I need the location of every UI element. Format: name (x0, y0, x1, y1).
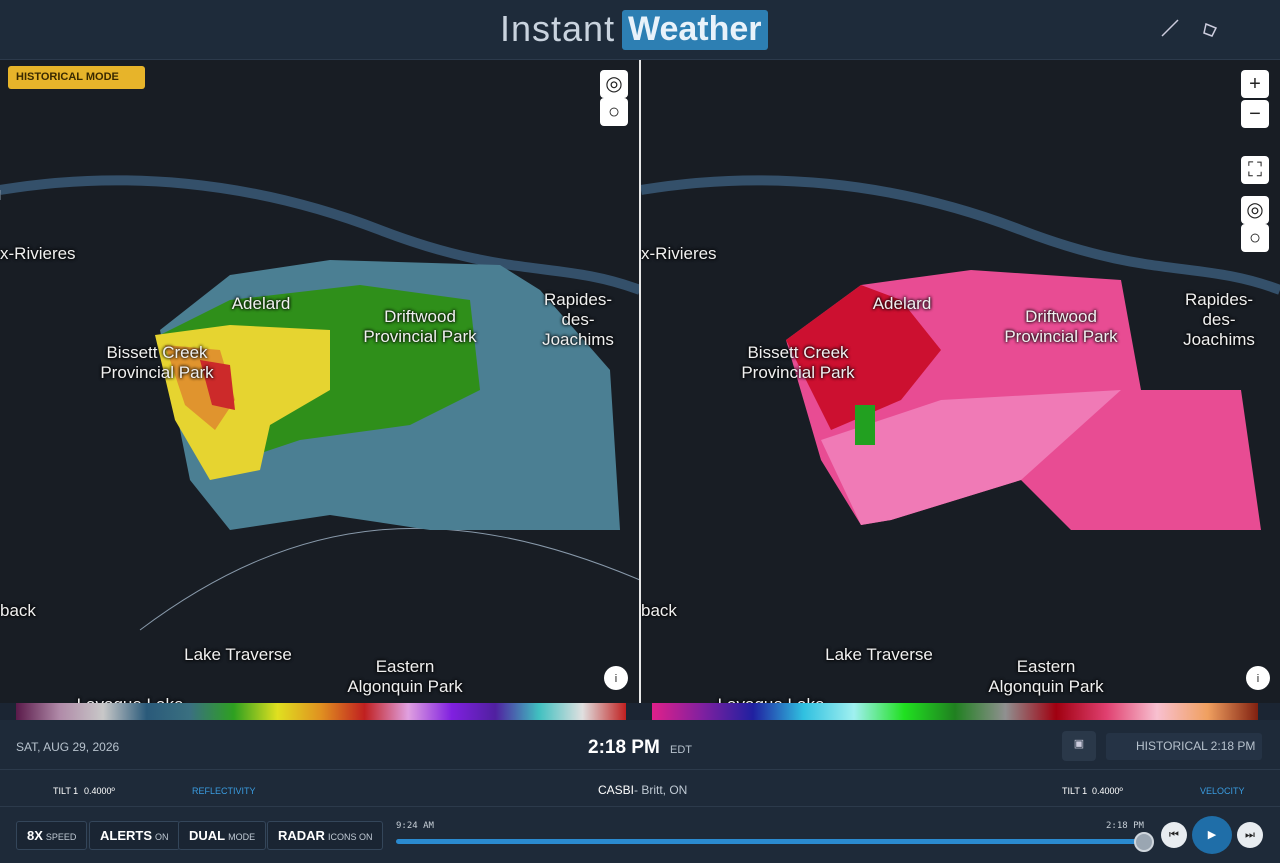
split-divider[interactable] (639, 60, 641, 703)
header: Instant Weather (0, 0, 1280, 60)
velocity-colorbar (652, 703, 1258, 720)
circle-button[interactable]: ○ (1241, 224, 1269, 252)
place-label: Bissett Creek Provincial Park (100, 343, 214, 382)
fullscreen-button[interactable]: ⛶ (1241, 156, 1269, 184)
radar-velocity (641, 175, 1280, 530)
status-panel: SAT, AUG 29, 2026 2:18 PM EDT ▣ HISTORIC… (0, 720, 1280, 863)
control-toggle[interactable]: 8X SPEED (16, 821, 88, 850)
place-label: x-Rivieres (641, 244, 717, 263)
control-sub: ON (155, 832, 169, 842)
place-label: Rapides-des- Joachims (1183, 290, 1255, 349)
time: 2:18 PM (588, 737, 660, 758)
historical-time[interactable]: HISTORICAL 2:18 PM (1106, 733, 1262, 760)
place-label: Lavaque Lake (718, 695, 825, 703)
info-button[interactable]: i (1246, 666, 1270, 690)
control-label: DUAL (189, 828, 226, 843)
station[interactable]: CASBI (598, 783, 635, 797)
timezone: EDT (670, 744, 692, 756)
place-label: Eastern Algonquin Park (988, 657, 1104, 696)
date: SAT, AUG 29, 2026 (16, 740, 120, 754)
map-left[interactable]: HISTORICAL MODE ◎ ○ i x-Rivieres Adelard D… (0, 60, 640, 703)
timeline-track[interactable] (396, 839, 1146, 844)
radar-reflectivity (0, 175, 640, 631)
control-sub: ICONS ON (327, 832, 373, 842)
play-button[interactable]: ▶ (1192, 816, 1232, 854)
place-label: Rapides-des- Joachims (542, 290, 614, 349)
tool-icons[interactable] (1158, 16, 1228, 40)
reflectivity-colorbar (16, 703, 626, 720)
control-sub: MODE (228, 832, 256, 842)
timeline-end: 2:18 PM (1106, 821, 1144, 831)
place-label: back (641, 601, 677, 620)
place-label: Lavaque Lake (77, 695, 184, 703)
right-angle[interactable]: 0.4000º (1092, 786, 1123, 796)
right-product[interactable]: VELOCITY (1200, 786, 1245, 796)
place-label: Lake Traverse (184, 645, 292, 664)
step-forward-button[interactable]: ⏭ (1237, 822, 1263, 848)
divider (0, 806, 1280, 807)
station-place[interactable]: - Britt, ON (634, 783, 688, 797)
left-tilt[interactable]: TILT 1 (53, 786, 79, 796)
control-toggle[interactable]: ALERTS ON (89, 821, 180, 850)
place-label: Bissett Creek Provincial Park (741, 343, 855, 382)
place-label: Adelard (231, 294, 291, 313)
place-label: x-Rivieres (0, 244, 76, 263)
historical-badge[interactable]: HISTORICAL MODE (8, 66, 145, 89)
control-label: 8X (27, 828, 43, 843)
record-button[interactable]: ▣ (1062, 731, 1096, 761)
divider (0, 769, 1280, 770)
zoom-in-button[interactable]: + (1241, 70, 1269, 98)
place-label: Eastern Algonquin Park (347, 657, 463, 696)
left-angle[interactable]: 0.4000º (84, 786, 115, 796)
brand-right: Weather (622, 10, 768, 50)
control-toggle[interactable]: DUAL MODE (178, 821, 267, 850)
timeline-handle[interactable] (1134, 832, 1154, 852)
control-sub: SPEED (45, 832, 77, 842)
place-label: back (0, 601, 36, 620)
place-label: Adelard (872, 294, 932, 313)
control-label: RADAR (278, 828, 325, 843)
right-tilt[interactable]: TILT 1 (1062, 786, 1088, 796)
control-toggle[interactable]: RADAR ICONS ON (267, 821, 384, 850)
locate-button[interactable]: ◎ (600, 70, 628, 98)
place-label: Lake Traverse (825, 645, 933, 664)
info-button[interactable]: i (604, 666, 628, 690)
locate-button[interactable]: ◎ (1241, 196, 1269, 224)
timeline-start: 9:24 AM (396, 821, 434, 831)
place-label: Driftwood Provincial Park (363, 307, 477, 346)
circle-button[interactable]: ○ (600, 98, 628, 126)
step-back-button[interactable]: ⏮ (1161, 822, 1187, 848)
left-product[interactable]: REFLECTIVITY (192, 786, 256, 796)
zoom-out-button[interactable]: − (1241, 100, 1269, 128)
map-right[interactable]: + − ⛶ ◎ ○ i x-Rivieres Adelard Driftwood P… (641, 60, 1280, 703)
brand-left: Instant (500, 8, 616, 49)
place-label: Driftwood Provincial Park (1004, 307, 1118, 346)
control-label: ALERTS (100, 828, 152, 843)
